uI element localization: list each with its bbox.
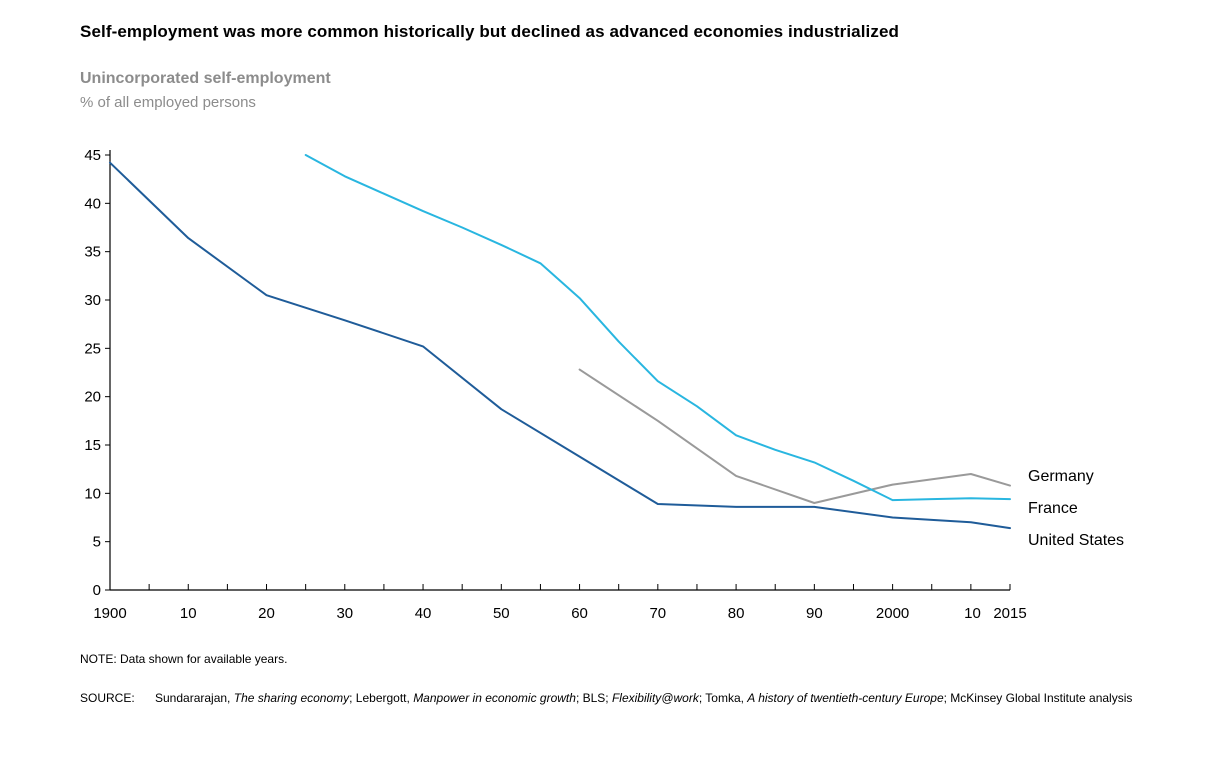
x-tick-label: 30 [336,605,353,622]
source-part: Manpower in economic growth [413,691,576,705]
y-tick-label: 20 [84,389,101,406]
y-tick-label: 40 [84,195,101,212]
x-tick-label: 80 [728,605,745,622]
source-part: Flexibility@work [611,691,699,705]
source-part: The sharing economy [233,691,350,705]
series-label: United States [1028,532,1124,549]
x-tick-label: 40 [415,605,432,622]
y-tick-label: 30 [84,292,101,309]
y-axis-unit-label: % of all employed persons [80,94,256,111]
y-tick-label: 45 [84,147,101,164]
source-part: ; BLS; [575,691,612,705]
series-label: France [1028,500,1078,517]
y-tick-label: 25 [84,340,101,357]
x-tick-label: 60 [571,605,588,622]
line-chart: 0 5 10 15 20 25 30 35 40 45 1900 10 20 30 40 50 60 70 80 90… [84,147,1124,622]
source-part: A history of twentieth-century Europe [747,691,944,705]
y-tick-label: 0 [93,582,101,599]
x-tick-label: 90 [806,605,823,622]
x-tick-label: 1900 [93,605,126,622]
y-tick-label: 35 [84,244,101,261]
x-tick-label: 10 [964,605,981,622]
series-line-france [304,154,1011,502]
chart-subtitle: Unincorporated self-employment [80,70,331,87]
y-tick-label: 10 [84,485,101,502]
y-tick-label: 15 [84,437,101,454]
x-tick-label: 2000 [876,605,909,622]
series-line-united-states [109,161,1011,530]
source-part: Sundararajan, [155,691,234,705]
y-tick-label: 5 [93,534,101,551]
chart-source: SOURCE: Sundararajan, The sharing econom… [80,691,1140,706]
source-label: SOURCE: [80,691,135,705]
series-line-germany [578,368,1011,504]
x-tick-label: 70 [649,605,666,622]
source-part: ; McKinsey Global Institute analysis [943,691,1133,705]
series-label: Germany [1028,468,1094,485]
chart-title: Self-employment was more common historic… [80,22,900,41]
source-text: Sundararajan, The sharing economy; Leber… [155,691,1140,706]
x-tick-label: 20 [258,605,275,622]
x-tick-label: 10 [180,605,197,622]
source-part: ; Tomka, [698,691,748,705]
source-part: ; Lebergott, [349,691,414,705]
chart-note: NOTE: Data shown for available years. [80,652,288,666]
x-tick-label: 50 [493,605,510,622]
x-tick-label: 2015 [993,605,1026,622]
